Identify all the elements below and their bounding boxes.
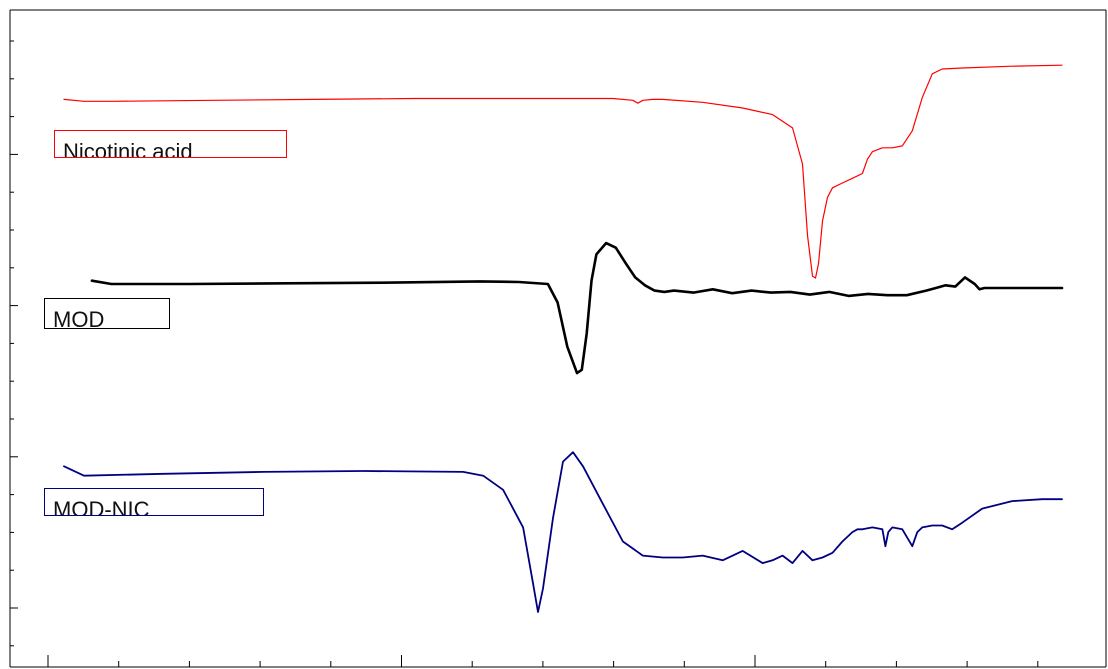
legend-mod-nic-label: MOD-NIC <box>53 497 150 516</box>
axis-ticks <box>10 40 1039 667</box>
legend-nicotinic-acid: Nicotinic acid <box>54 130 287 158</box>
legend-mod-nic: MOD-NIC <box>44 488 264 516</box>
legend-nicotinic-acid-label: Nicotinic acid <box>63 139 193 158</box>
series-layer <box>63 64 1064 613</box>
series-line-nicotinic-acid <box>63 64 1063 279</box>
legend-mod-label: MOD <box>53 307 105 329</box>
series-line-mod <box>90 241 1064 375</box>
series-line-mod-nic <box>63 451 1063 613</box>
legend-mod: MOD <box>44 298 170 329</box>
chart-frame <box>9 9 1107 668</box>
